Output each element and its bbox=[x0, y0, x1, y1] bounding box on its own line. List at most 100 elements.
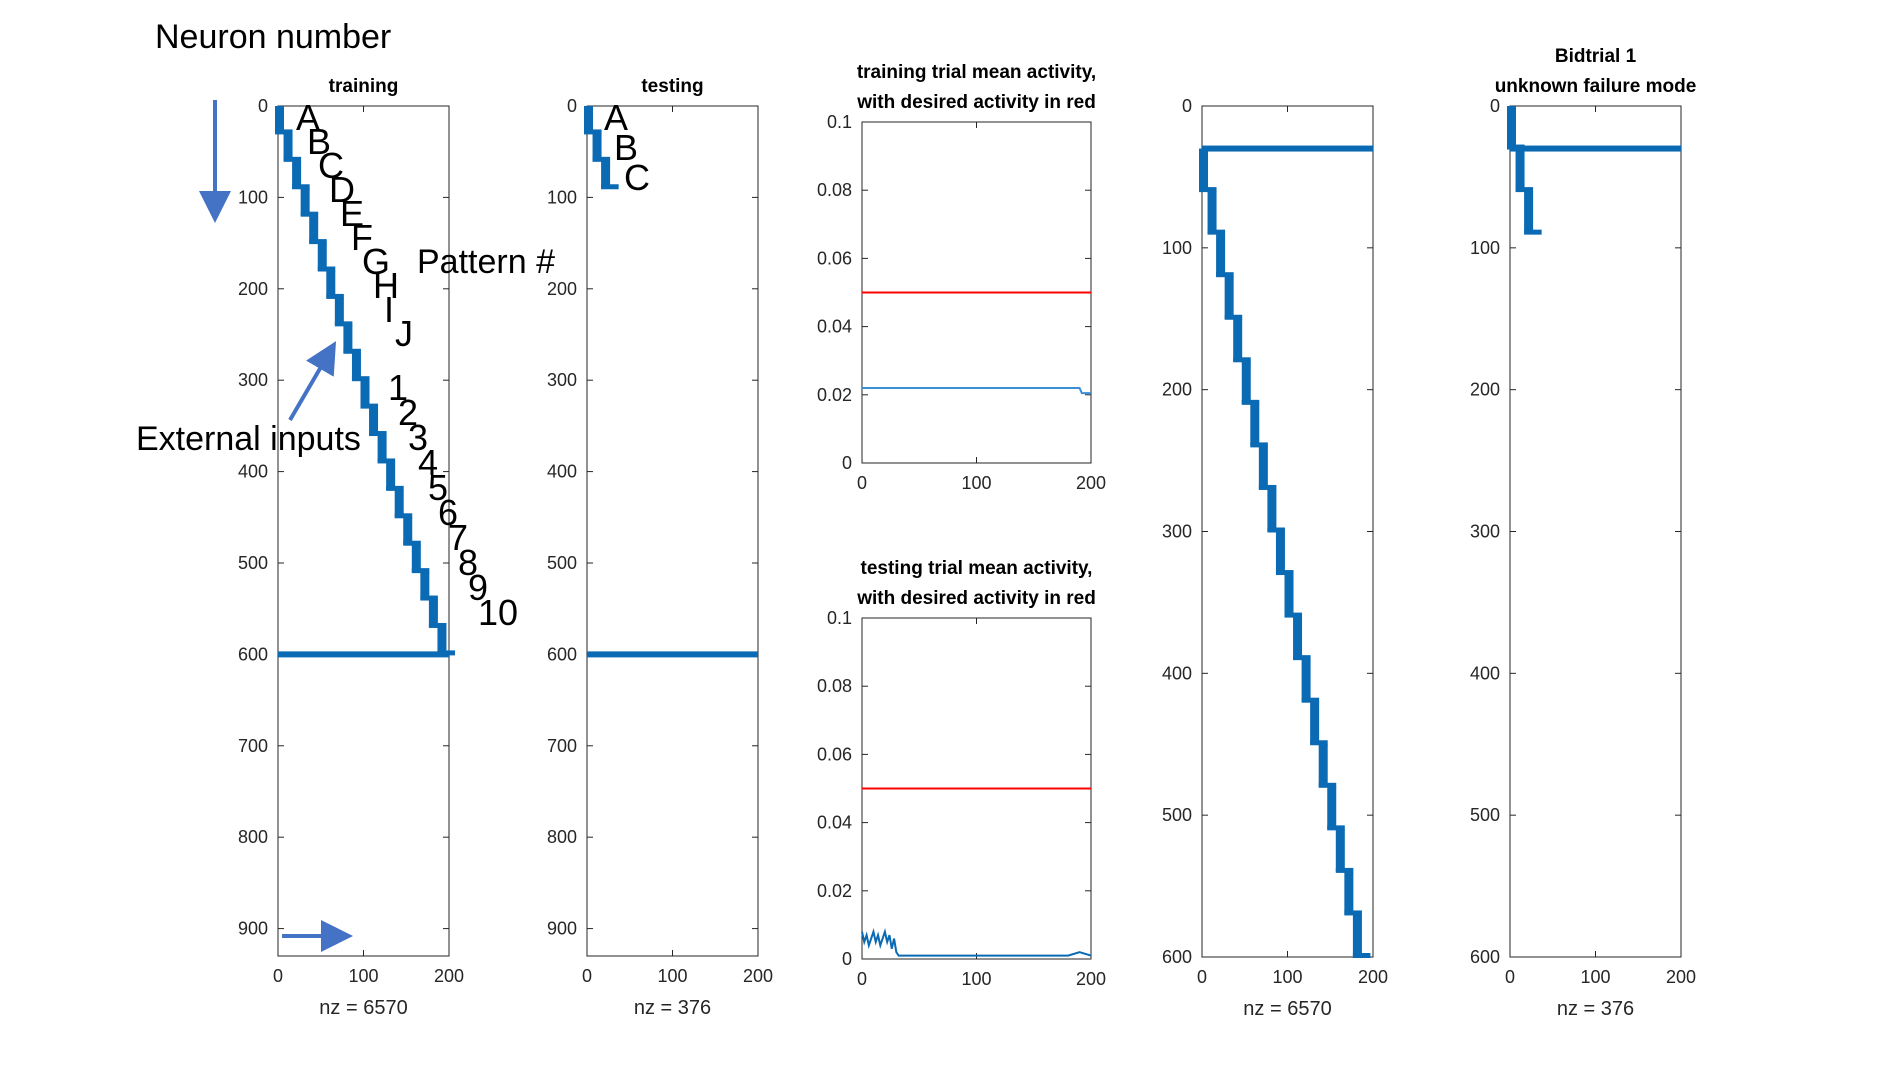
y-tick-label: 600 bbox=[1470, 947, 1500, 967]
testing-letter: B bbox=[614, 127, 638, 168]
spike-block bbox=[1224, 314, 1243, 320]
y-tick-label: 200 bbox=[1162, 380, 1192, 400]
y-tick-label: 0.02 bbox=[817, 385, 852, 405]
spike-block bbox=[394, 489, 404, 518]
pattern-letter: J bbox=[395, 313, 413, 354]
y-tick-label: 0.1 bbox=[827, 112, 852, 132]
y-tick-label: 0.08 bbox=[817, 676, 852, 696]
spike-block bbox=[592, 133, 602, 161]
pattern-letter: E bbox=[340, 193, 364, 234]
y-tick-label: 500 bbox=[238, 553, 268, 573]
spike-block bbox=[1207, 191, 1217, 234]
spike-block bbox=[1258, 446, 1268, 489]
y-tick-label: 100 bbox=[547, 187, 577, 207]
spike-block bbox=[411, 568, 430, 574]
spike-block bbox=[1199, 148, 1208, 192]
pattern-letter: H bbox=[373, 265, 399, 306]
input-spike-line bbox=[1510, 145, 1681, 152]
spike-block bbox=[1515, 148, 1525, 192]
spike-block bbox=[317, 243, 327, 271]
spike-block bbox=[377, 435, 387, 463]
spike-block bbox=[437, 626, 447, 655]
pattern-number: 9 bbox=[468, 567, 488, 608]
y-tick-label: 100 bbox=[1470, 238, 1500, 258]
spike-block bbox=[351, 376, 370, 382]
x-tick-label: 100 bbox=[1580, 967, 1610, 987]
panels: 0 100 2000100200300400500600700800900train… bbox=[238, 46, 1696, 1020]
spike-block bbox=[386, 485, 404, 491]
pattern-letter: D bbox=[329, 169, 355, 210]
pattern-letter: I bbox=[384, 289, 394, 330]
spike-block bbox=[351, 352, 361, 381]
x-axis-label: nz = 6570 bbox=[1243, 998, 1331, 1020]
spike-block bbox=[369, 407, 379, 436]
panel-testing: 0 100 200 0 100 200 300 400 500 600 700 800 900 testi… bbox=[547, 76, 773, 1019]
y-tick-label: 500 bbox=[547, 553, 577, 573]
spike-block bbox=[1250, 403, 1260, 447]
y-tick-label: 0 bbox=[258, 96, 268, 116]
axes-box bbox=[586, 105, 759, 957]
spike-block bbox=[584, 129, 602, 135]
spike-block bbox=[1267, 527, 1285, 533]
y-tick-label: 500 bbox=[1470, 805, 1500, 825]
pattern-letter: G bbox=[362, 241, 390, 282]
spike-block bbox=[1310, 740, 1328, 746]
spike-block bbox=[1515, 187, 1534, 193]
x-tick-label: 0 bbox=[273, 966, 283, 986]
y-tick-label: 0 bbox=[842, 453, 852, 473]
spike-block bbox=[1293, 655, 1311, 661]
spike-block bbox=[1335, 829, 1345, 872]
x-tick-label: 0 bbox=[857, 473, 867, 493]
y-tick-label: 900 bbox=[547, 919, 577, 939]
x-tick-label: 200 bbox=[743, 966, 773, 986]
y-tick-label: 300 bbox=[1162, 522, 1192, 542]
x-tick-label: 100 bbox=[657, 966, 687, 986]
spike-block bbox=[1224, 276, 1234, 319]
pattern-number: 3 bbox=[408, 417, 428, 458]
panel-title: with desired activity in red bbox=[856, 588, 1096, 609]
x-tick-label: 100 bbox=[1272, 967, 1302, 987]
axes-box bbox=[1201, 105, 1374, 958]
spike-block bbox=[1507, 106, 1516, 149]
spike-block bbox=[1301, 659, 1311, 702]
y-tick-label: 0.08 bbox=[817, 180, 852, 200]
spike-block bbox=[584, 106, 593, 134]
x-tick-label: 200 bbox=[1076, 969, 1106, 989]
panel-testing-mean: 0 100 200 0 0.02 0.04 0.06 0.08 0.1 testing trial… bbox=[817, 558, 1106, 989]
x-axis-label: nz = 376 bbox=[634, 997, 711, 1019]
spike-block bbox=[1199, 187, 1217, 193]
spike-block bbox=[1318, 744, 1328, 787]
y-tick-label: 800 bbox=[547, 827, 577, 847]
spike-block bbox=[1233, 357, 1251, 363]
x-tick-label: 100 bbox=[348, 966, 378, 986]
x-tick-label: 0 bbox=[1505, 967, 1515, 987]
spike-block bbox=[300, 188, 310, 216]
neuron-number-label: Neuron number bbox=[155, 18, 391, 56]
spike-block bbox=[601, 184, 619, 190]
x-tick-label: 200 bbox=[434, 966, 464, 986]
y-tick-label: 100 bbox=[1162, 238, 1192, 258]
pattern-number: 5 bbox=[428, 467, 448, 508]
y-tick-label: 400 bbox=[1162, 663, 1192, 683]
pattern-letter: B bbox=[307, 121, 331, 162]
spike-block bbox=[1318, 782, 1337, 788]
spike-block bbox=[360, 403, 379, 409]
spike-block bbox=[1352, 914, 1362, 957]
pattern-number: 8 bbox=[458, 542, 478, 583]
pattern-letter: C bbox=[318, 145, 344, 186]
spike-block bbox=[326, 293, 344, 299]
spike-block bbox=[309, 215, 319, 244]
x-axis-label: nz = 376 bbox=[1557, 998, 1634, 1020]
y-tick-label: 800 bbox=[238, 827, 268, 847]
spike-block bbox=[1216, 272, 1234, 278]
spike-block bbox=[275, 129, 293, 135]
spike-block bbox=[1241, 361, 1251, 404]
y-tick-label: 600 bbox=[238, 644, 268, 664]
spike-block bbox=[360, 380, 370, 408]
pattern-number: 4 bbox=[418, 442, 438, 483]
spike-block bbox=[592, 156, 611, 162]
y-tick-label: 100 bbox=[238, 187, 268, 207]
panel-title: training trial mean activity, bbox=[857, 62, 1096, 83]
y-tick-label: 600 bbox=[1162, 947, 1192, 967]
